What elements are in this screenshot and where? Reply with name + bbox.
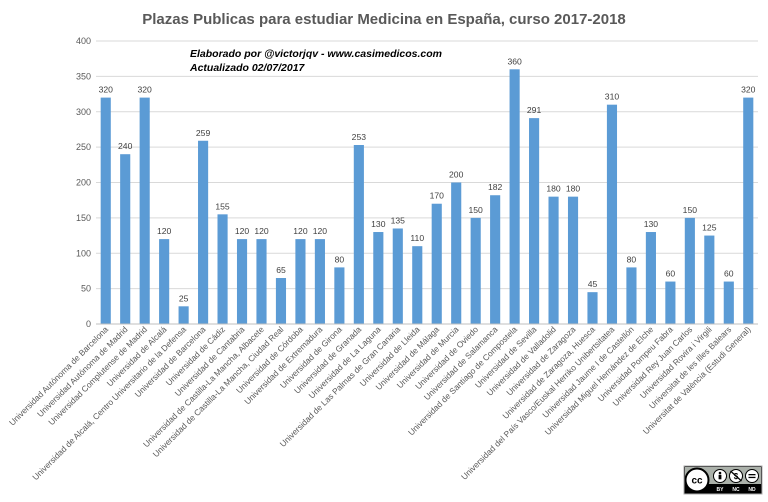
y-tick-label: 150 bbox=[76, 213, 91, 223]
bar bbox=[431, 203, 442, 324]
data-label: 360 bbox=[507, 56, 522, 66]
credit-line-2: Actualizado 02/07/2017 bbox=[189, 62, 306, 74]
y-axis-ticks: 0 50 100 150 200 250 300 350 400 bbox=[76, 36, 91, 329]
data-label: 60 bbox=[666, 269, 676, 279]
data-label: 130 bbox=[644, 219, 659, 229]
y-tick-label: 200 bbox=[76, 178, 91, 188]
bar bbox=[198, 140, 209, 324]
data-label: 110 bbox=[410, 233, 424, 243]
data-label: 150 bbox=[469, 205, 484, 215]
bar bbox=[665, 281, 676, 324]
svg-text:cc: cc bbox=[691, 476, 703, 487]
data-labels: 320 240 320 120 25 259 155 120 120 65 120 120 80 253 1… bbox=[99, 56, 756, 303]
data-label: 130 bbox=[371, 219, 386, 229]
data-label: 120 bbox=[293, 226, 308, 236]
data-label: 310 bbox=[605, 92, 620, 102]
bar bbox=[723, 281, 734, 324]
bar bbox=[548, 196, 559, 324]
data-label: 25 bbox=[179, 293, 189, 303]
bar bbox=[334, 267, 345, 324]
bar bbox=[178, 306, 189, 324]
bar bbox=[159, 239, 170, 324]
data-label: 120 bbox=[157, 226, 172, 236]
bar bbox=[684, 217, 695, 324]
data-label: 240 bbox=[118, 141, 133, 151]
bar bbox=[120, 154, 131, 324]
data-label: 170 bbox=[430, 191, 445, 201]
y-tick-label: 100 bbox=[76, 248, 91, 258]
bar bbox=[412, 246, 423, 324]
data-label: 200 bbox=[449, 170, 464, 180]
bar bbox=[314, 239, 325, 324]
bar bbox=[743, 97, 754, 324]
svg-text:BY: BY bbox=[717, 487, 725, 493]
chart-title: Plazas Publicas para estudiar Medicina e… bbox=[142, 11, 626, 28]
cc-by-nc-nd-icon: cc $ BY NC ND bbox=[683, 465, 763, 495]
gridlines bbox=[96, 40, 758, 290]
y-tick-label: 350 bbox=[76, 71, 91, 81]
bar bbox=[470, 217, 481, 324]
svg-text:ND: ND bbox=[748, 487, 756, 493]
y-tick-label: 400 bbox=[76, 36, 91, 46]
y-tick-label: 50 bbox=[81, 284, 91, 294]
data-label: 320 bbox=[138, 85, 153, 95]
data-label: 253 bbox=[352, 132, 367, 142]
data-label: 80 bbox=[335, 254, 345, 264]
bar bbox=[139, 97, 150, 324]
bar bbox=[236, 239, 248, 324]
data-label: 45 bbox=[588, 279, 598, 289]
data-label: 291 bbox=[527, 105, 542, 115]
data-label: 120 bbox=[235, 226, 250, 236]
bar bbox=[704, 235, 715, 324]
x-axis-ticks: Universidad Autónoma de BarcelonaUnivers… bbox=[7, 324, 753, 482]
data-label: 180 bbox=[546, 184, 561, 194]
svg-text:NC: NC bbox=[732, 487, 740, 493]
bar bbox=[490, 195, 501, 324]
data-label: 320 bbox=[99, 85, 114, 95]
data-label: 180 bbox=[566, 184, 581, 194]
data-label: 259 bbox=[196, 128, 211, 138]
bar bbox=[451, 182, 462, 324]
bar bbox=[100, 97, 111, 324]
bar bbox=[392, 228, 403, 324]
credit-line-1: Elaborado por @victorjqv - www.casimedic… bbox=[190, 48, 442, 60]
bar bbox=[353, 145, 364, 324]
data-label: 320 bbox=[741, 85, 756, 95]
y-tick-label: 0 bbox=[86, 319, 91, 329]
data-label: 120 bbox=[254, 226, 269, 236]
data-label: 155 bbox=[215, 201, 230, 211]
data-label: 125 bbox=[702, 223, 717, 233]
data-label: 120 bbox=[313, 226, 328, 236]
y-tick-label: 300 bbox=[76, 107, 91, 117]
data-label: 65 bbox=[276, 265, 286, 275]
y-tick-label: 250 bbox=[76, 142, 91, 152]
bar bbox=[295, 239, 306, 324]
bar bbox=[587, 292, 598, 324]
data-label: 150 bbox=[683, 205, 698, 215]
bar bbox=[509, 69, 520, 324]
bar bbox=[217, 214, 228, 324]
bar bbox=[275, 278, 287, 324]
data-label: 135 bbox=[391, 215, 406, 225]
bar bbox=[567, 196, 579, 324]
bar bbox=[606, 104, 618, 324]
bar bbox=[256, 239, 267, 324]
data-label: 80 bbox=[627, 254, 637, 264]
bar bbox=[626, 267, 637, 324]
bar bbox=[529, 118, 540, 325]
data-label: 60 bbox=[724, 269, 734, 279]
data-label: 182 bbox=[488, 182, 503, 192]
bars bbox=[100, 69, 754, 325]
bar bbox=[645, 232, 656, 324]
bar bbox=[373, 232, 384, 324]
